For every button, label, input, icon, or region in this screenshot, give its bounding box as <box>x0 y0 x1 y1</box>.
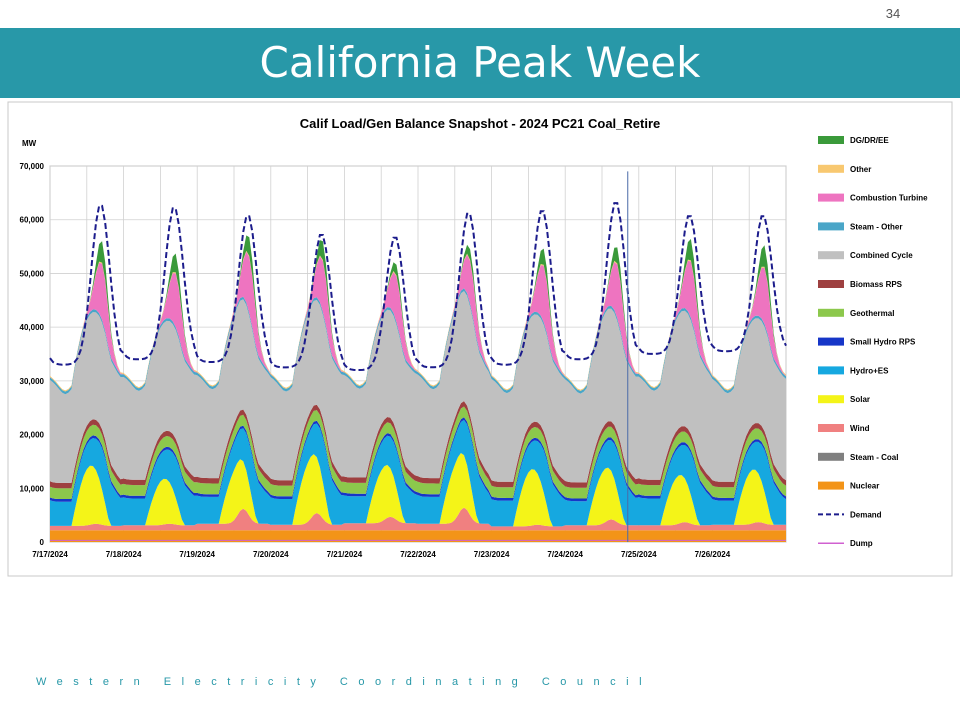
legend-label: Small Hydro RPS <box>850 338 916 347</box>
x-tick-label: 7/24/2024 <box>547 550 583 559</box>
legend-swatch <box>818 280 844 288</box>
legend-swatch <box>818 251 844 260</box>
legend-label: Dump <box>850 539 873 548</box>
footer-organization: Western Electricity Coordinating Council <box>36 676 653 688</box>
legend-label: Nuclear <box>850 482 879 491</box>
legend-label: Biomass RPS <box>850 280 903 289</box>
legend-swatch <box>818 424 844 432</box>
legend-label: Hydro+ES <box>850 366 889 375</box>
chart-frame: Calif Load/Gen Balance Snapshot - 2024 P… <box>0 98 960 580</box>
x-tick-label: 7/23/2024 <box>474 550 510 559</box>
legend-swatch <box>818 308 844 317</box>
chart-title: Calif Load/Gen Balance Snapshot - 2024 P… <box>300 116 661 131</box>
y-axis-unit: MW <box>22 139 37 148</box>
page-number: 34 <box>885 6 901 21</box>
series-demand <box>49 202 787 371</box>
series-hydro-es <box>50 419 786 527</box>
legend-label: Steam - Other <box>850 222 902 231</box>
legend-label: Geothermal <box>850 309 894 318</box>
legend-swatch <box>818 193 844 202</box>
legend-swatch <box>818 395 844 404</box>
load-gen-balance-chart: Calif Load/Gen Balance Snapshot - 2024 P… <box>7 101 953 577</box>
x-tick-label: 7/25/2024 <box>621 550 657 559</box>
legend-label: Wind <box>850 424 870 433</box>
x-tick-label: 7/17/2024 <box>32 550 68 559</box>
legend-label: DG/DR/EE <box>850 136 889 145</box>
legend-swatch <box>818 222 844 231</box>
legend-label: Demand <box>850 510 882 519</box>
x-tick-label: 7/18/2024 <box>106 550 142 559</box>
axis-layer: 0 10,000 20,000 30,000 40,000 50,000 60,000 70,… <box>20 162 731 559</box>
x-tick-label: 7/22/2024 <box>400 550 436 559</box>
x-tick-label: 7/20/2024 <box>253 550 289 559</box>
legend-label: Solar <box>850 395 870 404</box>
series-layer <box>49 171 787 542</box>
legend-swatch <box>818 337 844 346</box>
series-geothermal <box>50 406 786 499</box>
series-nuclear <box>50 530 786 542</box>
y-tick-label: 20,000 <box>20 431 45 440</box>
y-tick-label: 0 <box>40 538 45 547</box>
slide-title: California Peak Week <box>259 38 701 87</box>
series-wind <box>50 507 786 531</box>
legend: DG/DR/EE Other Combustion Turbine Steam - O… <box>818 136 928 548</box>
legend-label: Steam - Coal <box>850 453 898 462</box>
x-tick-label: 7/19/2024 <box>179 550 215 559</box>
y-tick-label: 50,000 <box>20 269 45 278</box>
x-tick-label: 7/21/2024 <box>327 550 363 559</box>
legend-swatch <box>818 452 844 461</box>
legend-label: Combined Cycle <box>850 251 913 260</box>
title-band: California Peak Week <box>0 28 960 98</box>
legend-label: Combustion Turbine <box>850 194 928 203</box>
y-tick-label: 40,000 <box>20 323 45 332</box>
series-solar <box>50 453 786 527</box>
legend-label: Other <box>850 165 871 174</box>
series-biomass-rps <box>50 401 786 489</box>
y-tick-label: 30,000 <box>20 377 45 386</box>
legend-swatch <box>818 136 844 144</box>
series-steam-other <box>50 288 786 395</box>
legend-swatch <box>818 481 844 490</box>
y-tick-label: 60,000 <box>20 216 45 225</box>
legend-swatch <box>818 164 844 173</box>
x-tick-label: 7/26/2024 <box>695 550 731 559</box>
y-tick-label: 10,000 <box>20 484 45 493</box>
series-combined-cycle <box>50 291 786 483</box>
y-tick-label: 70,000 <box>20 162 45 171</box>
legend-swatch <box>818 366 844 375</box>
